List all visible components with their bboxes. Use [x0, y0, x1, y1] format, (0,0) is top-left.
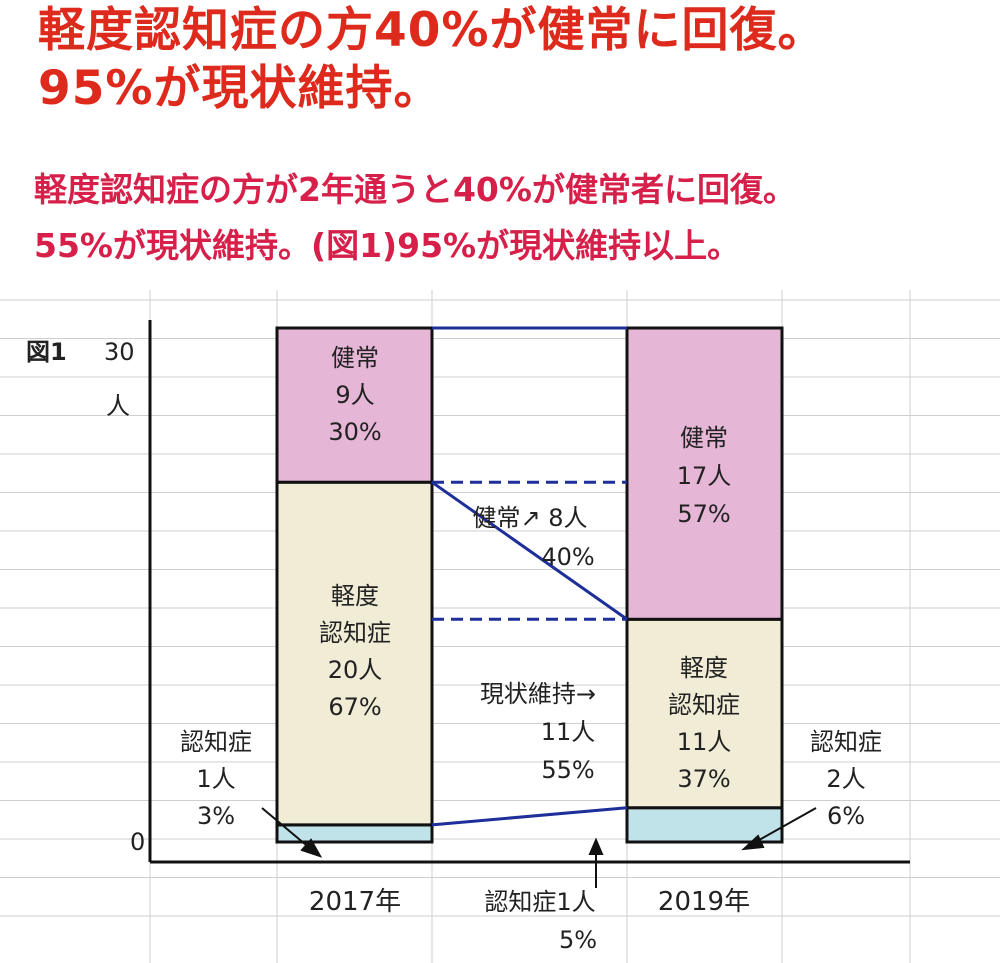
transition-declined-label-percent: 5%	[559, 926, 597, 954]
bar-2017-mild-label-name-1: 軽度	[331, 582, 379, 610]
x-category-2017: 2017年	[309, 887, 401, 917]
bar-2017-healthy-label-name: 健常	[331, 344, 379, 372]
bar-2019-dementia-label-count: 2人	[826, 765, 865, 793]
bar-2019-healthy-label-count: 17人	[677, 462, 732, 490]
transition-recovered-label-count: 健常↗ 8人	[472, 504, 587, 532]
figure-label: 図1	[26, 338, 67, 366]
bar-2017-mild-label-count: 20人	[328, 656, 383, 684]
bar-segment-2019-healthy	[625, 326, 784, 621]
bar-segment-2017-healthy	[275, 326, 434, 484]
transition-maintained-label-percent: 55%	[541, 756, 594, 784]
bar-2017-mild-label-percent: 67%	[328, 693, 381, 721]
bar-2019-healthy-label-percent: 57%	[677, 500, 730, 528]
arrow-2017-dementia	[261, 807, 313, 851]
transition-maintained-label-count: 11人	[541, 718, 596, 746]
bar-segment-2017-mild	[275, 480, 434, 827]
subtext-line-2: 55%が現状維持。(図1)95%が現状維持以上。	[34, 226, 741, 265]
stacked-bar-chart: 図1 30 人 0 健常 9人 30% 軽度 認知症 20人 67% 認知症 1…	[0, 290, 1000, 963]
arrow-head-2019-dementia	[741, 834, 765, 851]
bar-2019-mild-label-name-1: 軽度	[680, 654, 728, 682]
bar-2017-healthy-label-count: 9人	[335, 381, 374, 409]
flow-line-recovered	[431, 480, 628, 621]
bar-segment-2019-dementia	[625, 806, 784, 844]
bar-2019-mild-label-name-2: 認知症	[668, 691, 740, 719]
bar-2019-mild-label-percent: 37%	[677, 765, 730, 793]
bar-2017-healthy-label-percent: 30%	[328, 418, 381, 446]
arrow-2019-dementia	[751, 807, 817, 845]
y-unit-label: 人	[106, 392, 130, 420]
transition-maintained-label-name: 現状維持→	[480, 680, 596, 708]
flow-line-bottom	[431, 806, 628, 827]
bar-2019-healthy-label-name: 健常	[680, 424, 728, 452]
transition-lines	[431, 326, 628, 827]
headline-line-1: 軽度認知症の方40%が健常に回復。	[38, 3, 826, 58]
bar-2019-dementia-label-percent: 6%	[827, 802, 865, 830]
y-tick-label-top: 30	[104, 338, 135, 366]
headline-line-2: 95%が現状維持。	[38, 61, 442, 116]
bar-segments	[275, 326, 784, 844]
bar-2019-dementia-label-name: 認知症	[810, 728, 882, 756]
bar-2017-dementia-label-count: 1人	[196, 765, 235, 793]
y-tick-label-zero: 0	[130, 828, 145, 856]
bar-2019-mild-label-count: 11人	[677, 728, 732, 756]
transition-recovered-label-percent: 40%	[541, 543, 594, 571]
bar-2017-dementia-label-name: 認知症	[180, 728, 252, 756]
x-category-2019: 2019年	[658, 887, 750, 917]
subtext-line-1: 軽度認知症の方が2年通うと40%が健常者に回復。	[34, 170, 796, 209]
bar-2017-dementia-label-percent: 3%	[197, 802, 235, 830]
arrow-head-2017-dementia	[300, 838, 323, 858]
transition-declined-label-name: 認知症1人	[484, 888, 595, 916]
bar-2017-mild-label-name-2: 認知症	[319, 619, 391, 647]
arrow-head-declined	[588, 837, 604, 855]
